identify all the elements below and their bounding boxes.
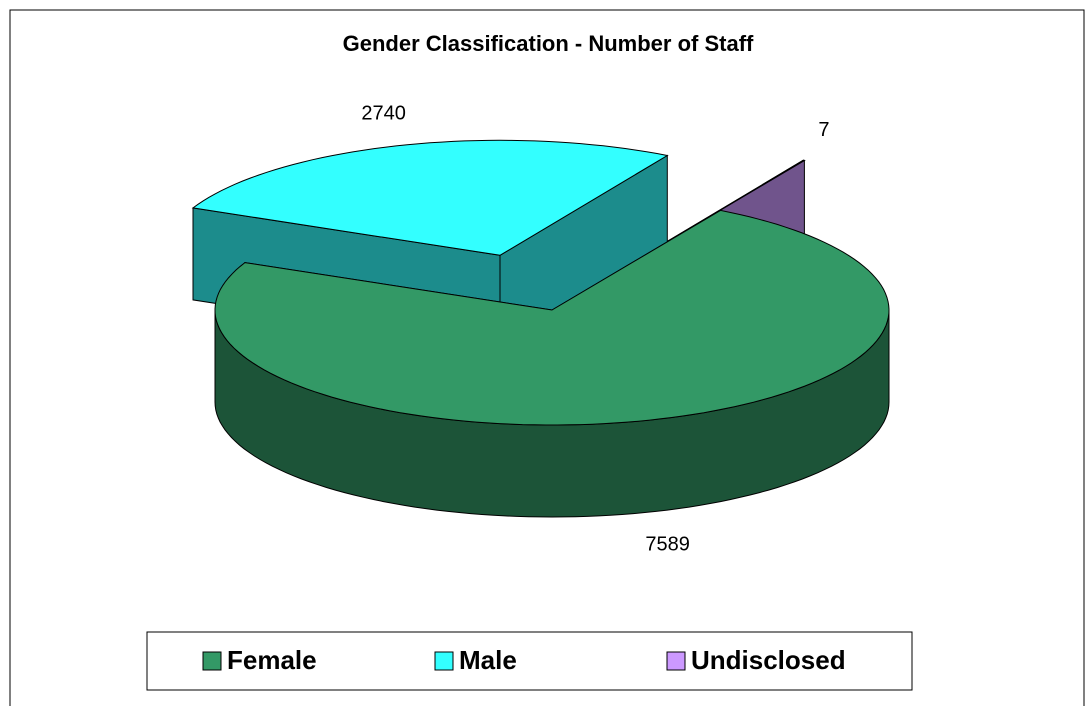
data-label: 7589 <box>645 534 690 556</box>
legend-label: Male <box>459 645 517 675</box>
legend-label: Female <box>227 645 317 675</box>
data-label: 2740 <box>361 102 406 124</box>
data-label: 7 <box>818 119 829 141</box>
legend-swatch <box>434 651 454 671</box>
legend <box>146 631 913 691</box>
chart-title: Gender Classification - Number of Staff <box>343 31 754 56</box>
legend-label: Undisclosed <box>691 645 846 675</box>
chart-frame <box>9 9 1085 706</box>
pie-slice <box>214 209 890 518</box>
slice-top <box>191 139 669 256</box>
slice-top <box>214 209 890 426</box>
legend-swatch <box>202 651 222 671</box>
legend-swatch <box>666 651 686 671</box>
